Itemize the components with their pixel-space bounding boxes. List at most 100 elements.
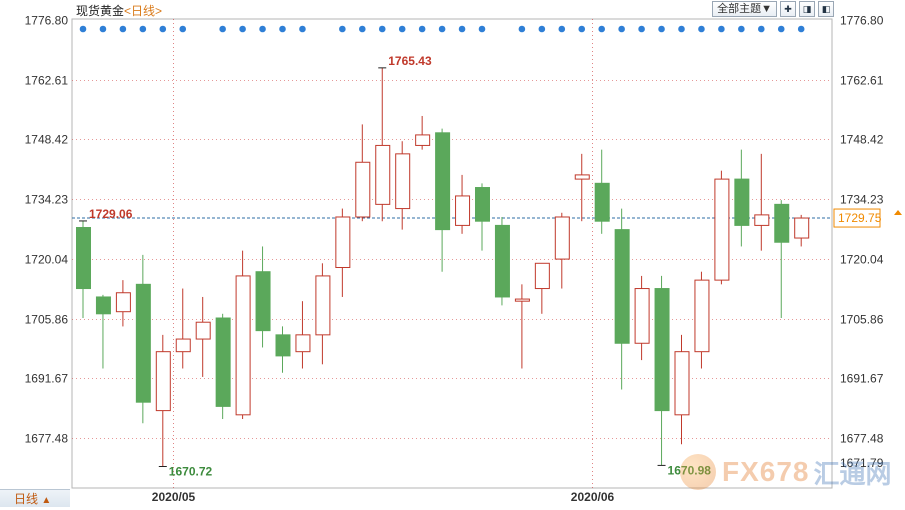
chart-title-area: 现货黄金<日线>	[76, 2, 162, 19]
event-dot	[378, 25, 386, 33]
y-tick-label-left: 1691.67	[25, 372, 69, 386]
candle-down	[654, 288, 670, 412]
event-dot	[777, 25, 785, 33]
y-tick-label-left: 1720.04	[25, 253, 69, 267]
event-dot	[139, 25, 147, 33]
period-arrow-icon: ▲	[41, 495, 52, 506]
event-dot	[438, 25, 446, 33]
candle-up	[355, 161, 371, 218]
event-dot	[259, 25, 266, 33]
y-tick-label-left: 1705.86	[25, 313, 69, 327]
candle-up	[794, 217, 810, 239]
zoom-out-icon[interactable]: ◧	[818, 1, 834, 17]
event-dot	[758, 25, 765, 33]
candle-down	[255, 271, 271, 332]
event-dot	[638, 25, 645, 33]
candle-up	[375, 144, 391, 205]
event-dot	[159, 25, 167, 33]
candle-up	[115, 292, 131, 313]
x-tick-label: 2020/05	[152, 490, 196, 504]
y-tick-label-left: 1734.23	[25, 193, 69, 207]
candle-down	[95, 296, 111, 315]
y-tick-label-right: 1734.23	[840, 193, 884, 207]
annotation-label: 1765.43	[388, 54, 432, 68]
y-tick-label-left: 1762.61	[25, 74, 69, 88]
candle-down	[475, 187, 490, 222]
candle-up	[235, 275, 251, 416]
annotation-label: 1729.06	[89, 207, 133, 221]
candle-down	[494, 224, 510, 298]
y-tick-label-right: 1762.61	[840, 74, 884, 88]
y-tick-label-right: 1677.48	[840, 432, 884, 446]
candle-down	[614, 229, 630, 344]
candle-down	[734, 178, 750, 226]
y-tick-label-right: 1691.67	[840, 372, 884, 386]
price-up-arrow-icon	[894, 210, 902, 216]
candle-down	[135, 283, 151, 403]
event-dot	[119, 25, 127, 33]
candle-up	[415, 134, 431, 146]
chart-title: 现货黄金	[76, 4, 125, 18]
event-dot	[339, 25, 346, 33]
event-dot	[598, 25, 605, 33]
candle-up	[195, 321, 211, 340]
candle-up	[395, 153, 411, 210]
theme-select[interactable]: 全部主题▼	[712, 1, 777, 17]
candle-down	[215, 317, 231, 407]
event-dot	[578, 25, 586, 33]
event-dot	[678, 25, 685, 33]
current-price-label: 1729.75	[838, 211, 882, 225]
candle-down	[594, 182, 610, 222]
candle-up	[714, 178, 730, 281]
event-dot	[538, 25, 546, 33]
candle-up	[554, 216, 570, 260]
candle-down	[76, 227, 91, 290]
candle-up	[754, 214, 770, 226]
chart-toolbar: 全部主题▼ ✚ ◨ ◧	[712, 1, 834, 17]
y-bottom-label: 1671.79	[840, 456, 884, 470]
event-dot	[219, 25, 226, 33]
candle-up	[295, 334, 311, 353]
event-dot	[299, 25, 306, 33]
event-dot	[398, 25, 406, 33]
period-label: 日线	[14, 492, 39, 506]
event-dot	[518, 25, 526, 33]
y-tick-label-right: 1748.42	[840, 133, 884, 147]
candle-up	[674, 351, 690, 416]
candle-up	[335, 216, 351, 268]
candle-up	[175, 338, 191, 353]
candle-up	[694, 279, 710, 353]
event-dot	[359, 25, 366, 33]
event-dot	[99, 25, 107, 33]
candle-down	[774, 203, 790, 243]
event-dot	[618, 25, 625, 33]
event-dot	[658, 25, 665, 33]
y-tick-label-right: 1705.86	[840, 313, 884, 327]
y-tick-label-right: 1776.80	[840, 14, 884, 28]
event-dot	[718, 25, 725, 33]
y-tick-label-right: 1720.04	[840, 253, 884, 267]
y-tick-label-left: 1776.80	[25, 14, 69, 28]
candle-down	[435, 132, 451, 231]
current-price-tag	[833, 208, 881, 228]
y-tick-label-left: 1748.42	[25, 133, 69, 147]
candle-up	[534, 262, 550, 290]
event-dot	[738, 25, 745, 33]
event-dot	[239, 25, 246, 33]
event-dot	[558, 25, 566, 33]
crosshair-icon[interactable]: ✚	[780, 1, 796, 17]
candle-up	[634, 288, 650, 344]
event-dot	[458, 25, 466, 33]
event-dot	[698, 25, 705, 33]
annotation-label: 1670.72	[169, 465, 213, 479]
event-dot	[418, 25, 426, 33]
candle-up	[455, 195, 471, 226]
plot-frame	[71, 18, 833, 489]
zoom-in-icon[interactable]: ◨	[799, 1, 815, 17]
event-dot	[79, 25, 87, 33]
y-tick-label-left: 1677.48	[25, 432, 69, 446]
candle-up	[574, 174, 590, 180]
period-switcher[interactable]: 日线 ▲	[0, 489, 70, 507]
